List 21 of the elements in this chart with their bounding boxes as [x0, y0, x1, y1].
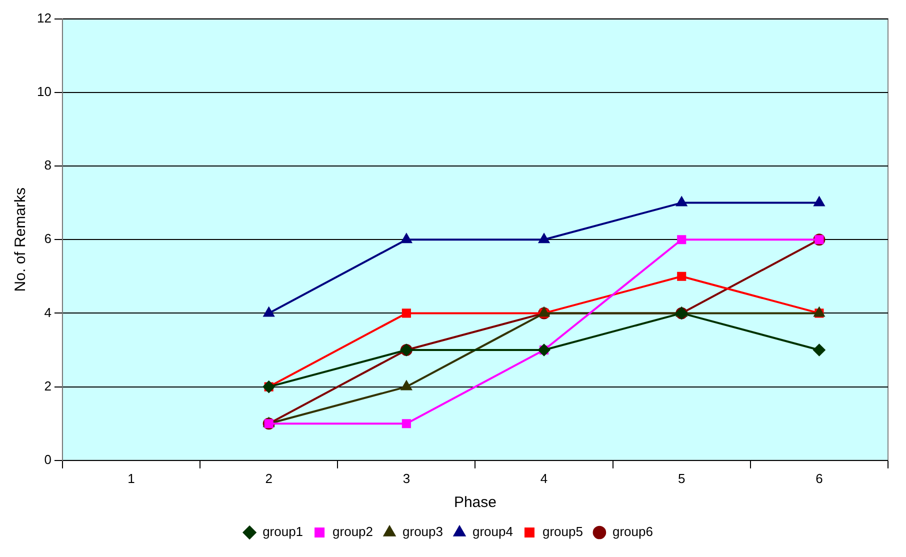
x-tick-label: 6: [816, 470, 823, 486]
y-tick-label: 4: [44, 304, 52, 320]
legend-label: group1: [262, 524, 304, 540]
y-tick-label: 10: [36, 84, 52, 99]
legend-label: group5: [542, 524, 583, 540]
y-tick-label: 0: [44, 452, 52, 467]
legend-label: group3: [402, 524, 444, 540]
y-tick-label: 6: [44, 231, 52, 246]
y-tick-label: 12: [36, 10, 52, 26]
legend-label: group4: [472, 524, 513, 540]
x-axis-title: Phase: [454, 494, 497, 512]
x-tick-label: 4: [540, 470, 548, 486]
y-tick-label: 8: [44, 158, 52, 173]
x-tick-label: 3: [402, 470, 410, 486]
x-tick-label: 2: [265, 470, 272, 486]
legend-label: group6: [612, 524, 653, 540]
x-tick-label: 5: [678, 470, 686, 486]
y-tick-label: 2: [44, 378, 52, 394]
legend-label: group2: [332, 524, 374, 540]
x-tick-label: 1: [128, 470, 135, 486]
y-axis-title: No. of Remarks: [12, 188, 30, 292]
